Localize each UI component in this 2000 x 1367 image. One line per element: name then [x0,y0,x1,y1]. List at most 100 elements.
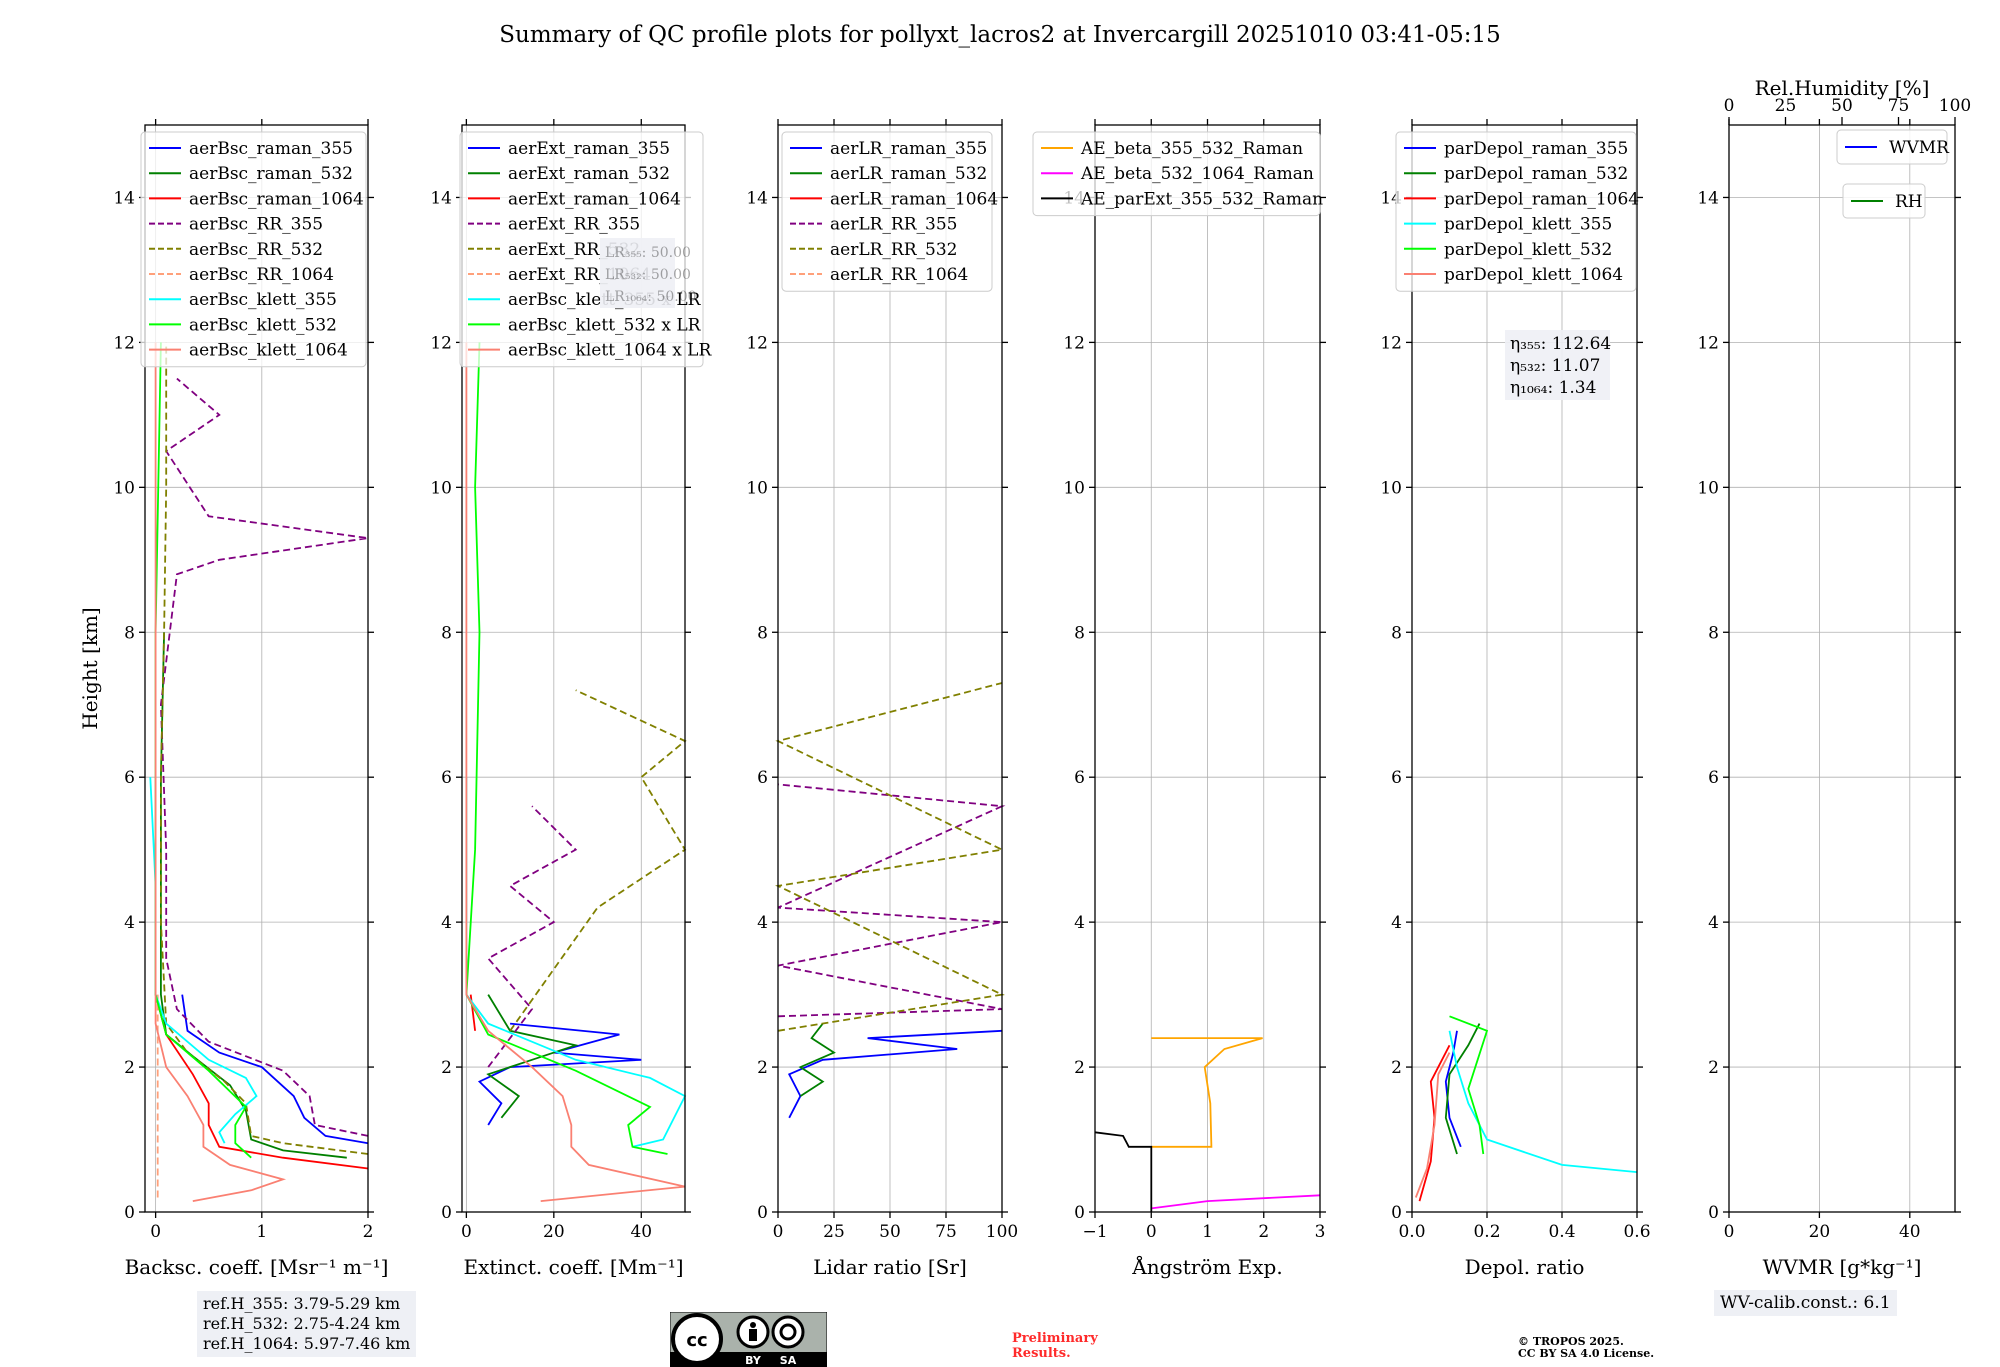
cc-by-sa-license-badge: cc BY SA [670,1312,827,1367]
ytick-label: 6 [124,768,135,788]
xtick-label: 0 [773,1222,784,1242]
legend-box [1842,183,1926,219]
legend-entry-label: aerLR_raman_532 [830,164,987,184]
ytick-label: 6 [1708,768,1719,788]
series-line-ae-beta-532-1064-raman [1151,1194,1321,1210]
yaxis-label: Height [km] [78,607,102,729]
xtick-label: 0.4 [1548,1222,1575,1242]
ytick-label: 10 [1063,478,1085,498]
axes-frame [1728,124,1956,1213]
series-line-aerbsc-klett-532 [154,342,252,1159]
legend-entry-label: AE_parExt_355_532_Raman [1080,189,1323,209]
legend-entry-label: aerLR_RR_1064 [830,265,968,285]
svg-text:SA: SA [780,1354,797,1367]
xtick-label: 75 [935,1222,957,1242]
legend-box [140,131,367,368]
legend-entry-label: aerBsc_klett_532 x LR [508,315,702,335]
series-line-pardepol-klett-355 [1448,1030,1638,1173]
xtick-label: 0 [1146,1222,1157,1242]
ytick-label: 6 [441,768,452,788]
xaxis-label: Ångström Exp. [1131,1254,1282,1279]
xtick-label: 0 [150,1222,161,1242]
legend-box [1836,129,1948,165]
xtick-label: 100 [986,1222,1018,1242]
ytick-label: 10 [746,478,768,498]
copyright-line-2: CC BY SA 4.0 License. [1518,1347,1655,1360]
top-xtick-label: 100 [1939,96,1971,116]
ytick-label: 8 [757,623,768,643]
xaxis-label: Lidar ratio [Sr] [813,1255,967,1279]
xtick-label: 0 [461,1222,472,1242]
ytick-label: 12 [1697,333,1719,353]
xtick-label: 3 [1315,1222,1326,1242]
annotation-box [1505,330,1610,400]
ytick-label: 10 [430,478,452,498]
legend-box [459,131,704,368]
ytick-label: 8 [1074,623,1085,643]
legend-entry-label: aerLR_RR_355 [830,215,957,235]
series-line-ae-parext-355-532-raman [1094,1131,1153,1212]
xtick-label: 40 [1899,1222,1921,1242]
figure-title: Summary of QC profile plots for pollyxt_… [499,22,1501,48]
panel-lidar_ratio: 0 2 4 6 8 10 12 14 0 25 50 75 100 Lidar ratio [Sr] aer… [746,119,1018,1279]
xtick-label: 1 [1202,1222,1213,1242]
series-line-aerlr-rr-532 [775,682,1005,1032]
xtick-label: 2 [363,1222,374,1242]
ytick-label: 4 [441,913,452,933]
xtick-label: 40 [630,1222,652,1242]
series-line-aerbsc-klett-1064-x-lr [465,342,686,1202]
legend-entry-label: AE_beta_355_532_Raman [1080,139,1303,159]
copyright-note: © TROPOS 2025. CC BY SA 4.0 License. [1518,1336,1654,1360]
xtick-label: 20 [1809,1222,1831,1242]
legend-entry-label: aerExt_raman_532 [508,164,670,184]
ytick-label: 2 [1708,1058,1719,1078]
legend-entry-label: aerLR_RR_532 [830,240,957,260]
ytick-label: 0 [1708,1203,1719,1223]
axes-frame [1094,124,1321,1213]
legend-entry-label: aerExt_raman_1064 [508,189,681,209]
ytick-label: 12 [1380,333,1402,353]
series-line-aerbsc-raman-1064 [154,994,369,1170]
series-line-aerbsc-raman-355 [181,994,369,1145]
panel-wvmr_rh: 0 2 4 6 8 10 12 14 0 20 40 WVMR [g*kg⁻¹] 0 25 50 75 100 R… [1697,76,1971,1279]
axes-frame [144,124,369,1213]
copyright-line-1: © TROPOS 2025. [1518,1335,1624,1348]
legend-box [781,131,993,292]
xtick-label: 0.6 [1623,1222,1650,1242]
top-xaxis-label: Rel.Humidity [%] [1755,76,1930,100]
ytick-label: 10 [1697,478,1719,498]
legend-entry-label: parDepol_raman_1064 [1444,189,1639,209]
ytick-label: 12 [113,333,135,353]
legend-entry-label: RH [1895,192,1923,212]
annotation-text: LR₅₃₂: 50.00 [605,267,691,283]
ytick-label: 2 [757,1058,768,1078]
ytick-label: 6 [757,768,768,788]
legend-entry-label: parDepol_klett_532 [1444,240,1612,260]
top-xtick-label: 50 [1831,96,1853,116]
preliminary-results-note: Preliminary Results. [1012,1331,1098,1361]
ref-height-532: ref.H_532: 2.75-4.24 km [203,1314,401,1333]
legend-entry-label: aerExt_raman_355 [508,139,670,159]
preliminary-line-2: Results. [1012,1346,1071,1361]
ytick-label: 6 [1074,768,1085,788]
legend-entry-label: aerBsc_raman_1064 [189,189,364,209]
legend-entry-label: aerLR_raman_1064 [830,189,998,209]
legend-entry-label: parDepol_klett_355 [1444,215,1612,235]
legend-entry-label: aerExt_RR_355 [508,215,640,235]
series-line-pardepol-raman-355 [1444,1030,1462,1148]
ytick-label: 0 [124,1203,135,1223]
series-line-ae-beta-355-532-raman [1151,1037,1263,1148]
top-xtick-label: 25 [1775,96,1797,116]
ytick-label: 2 [124,1058,135,1078]
series-line-aerext-rr-532 [509,689,687,1032]
legend-entry-label: aerBsc_raman_532 [189,164,353,184]
xaxis-label: Extinct. coeff. [Mm⁻¹] [463,1255,683,1279]
ytick-label: 0 [1074,1203,1085,1223]
ytick-label: 14 [430,188,452,208]
series-line-aerbsc-rr-355 [159,377,369,1137]
series-line-aerlr-raman-532 [798,1023,836,1097]
ytick-label: 8 [1391,623,1402,643]
series-line-pardepol-klett-532 [1449,1015,1489,1155]
preliminary-line-1: Preliminary [1012,1331,1098,1346]
